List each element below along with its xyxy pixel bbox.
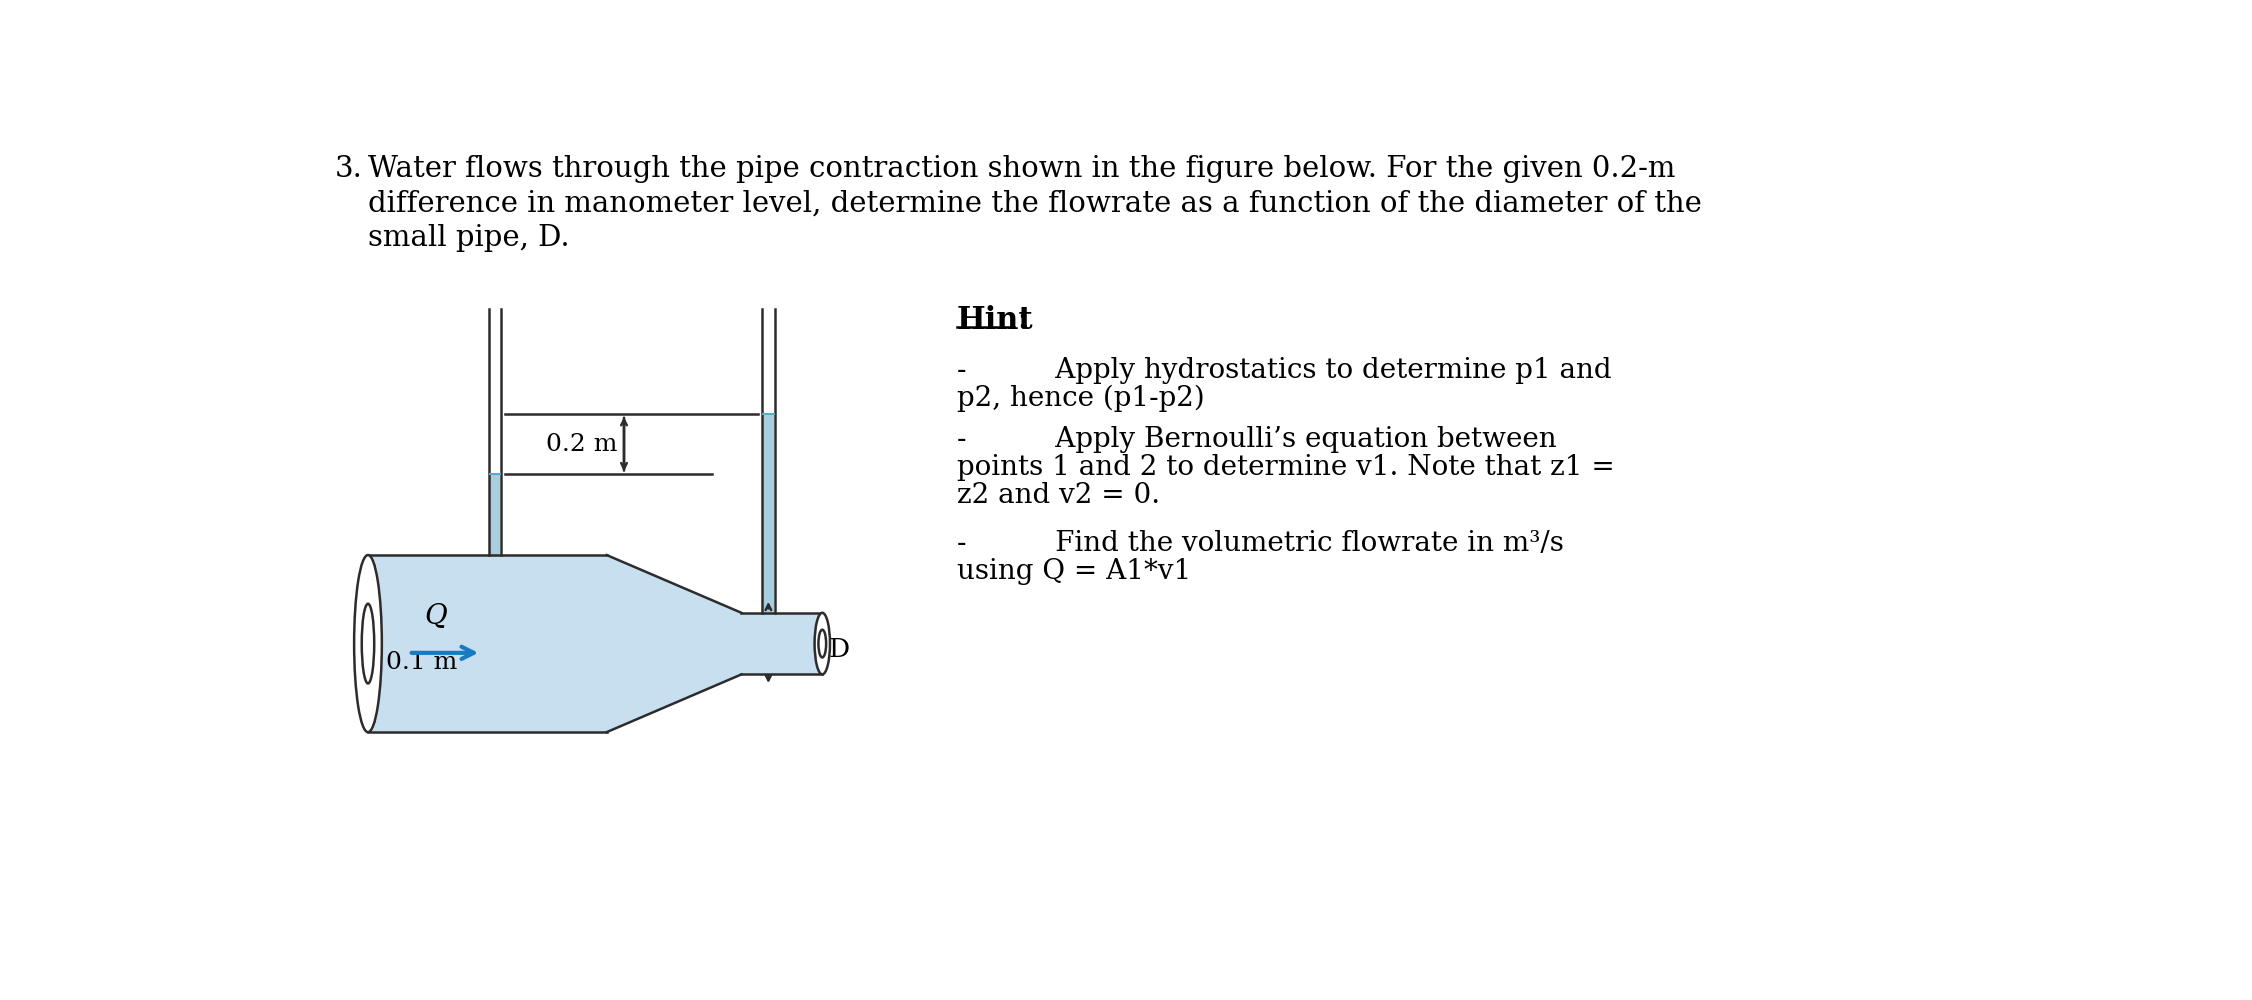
Text: D: D	[829, 637, 849, 662]
Bar	[763, 414, 775, 613]
Text: points 1 and 2 to determine v1. Note that z1 =: points 1 and 2 to determine v1. Note tha…	[957, 454, 1615, 481]
Text: -          Apply Bernoulli’s equation between: - Apply Bernoulli’s equation between	[957, 426, 1556, 453]
Text: difference in manometer level, determine the flowrate as a function of the diame: difference in manometer level, determine…	[367, 189, 1703, 217]
Text: Hint: Hint	[957, 305, 1034, 336]
Text: 3.: 3.	[336, 155, 363, 183]
Text: :: :	[1018, 305, 1029, 336]
Text: z2 and v2 = 0.: z2 and v2 = 0.	[957, 482, 1160, 509]
Text: small pipe, D.: small pipe, D.	[367, 224, 570, 252]
Ellipse shape	[817, 630, 826, 657]
Ellipse shape	[363, 604, 374, 683]
Text: 0.1 m: 0.1 m	[385, 651, 457, 674]
Text: -          Find the volumetric flowrate in m³/s: - Find the volumetric flowrate in m³/s	[957, 530, 1563, 557]
Text: 0.2 m: 0.2 m	[547, 433, 617, 456]
Text: p2, hence (p1-p2): p2, hence (p1-p2)	[957, 385, 1205, 412]
Bar	[489, 474, 500, 555]
Ellipse shape	[815, 613, 831, 674]
Ellipse shape	[354, 555, 383, 732]
Bar	[367, 555, 606, 732]
Text: using Q = A1*v1: using Q = A1*v1	[957, 558, 1191, 585]
Bar	[741, 613, 822, 674]
Text: Water flows through the pipe contraction shown in the figure below. For the give: Water flows through the pipe contraction…	[367, 155, 1675, 183]
Text: Q: Q	[423, 603, 448, 630]
Text: -          Apply hydrostatics to determine p1 and: - Apply hydrostatics to determine p1 and	[957, 357, 1612, 384]
Polygon shape	[606, 555, 741, 732]
